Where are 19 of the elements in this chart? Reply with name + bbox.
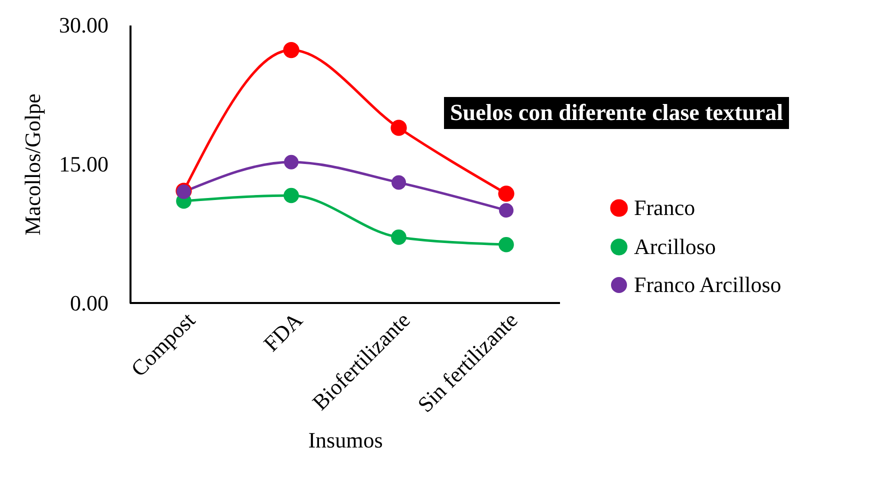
y-axis-title: Macollos/Golpe	[20, 94, 45, 236]
point	[498, 236, 514, 252]
point	[498, 186, 514, 202]
y-tick-label: 15.00	[59, 152, 108, 176]
x-axis-title: Insumos	[308, 427, 383, 452]
y-tick-label: 0.00	[70, 290, 108, 316]
legend-label: Arcilloso	[634, 234, 716, 259]
point	[392, 175, 406, 190]
point	[499, 203, 514, 218]
legend-label: Franco Arcilloso	[634, 272, 782, 297]
point	[284, 188, 299, 204]
text: Suelos con diferente clase textural	[444, 97, 790, 129]
x-tick-label: FDA	[258, 307, 308, 356]
point	[284, 154, 298, 170]
point	[390, 120, 407, 136]
point	[391, 230, 406, 245]
y-tick-label: 30.00	[59, 12, 108, 38]
legend-label: Franco	[634, 195, 696, 220]
point	[283, 42, 300, 58]
